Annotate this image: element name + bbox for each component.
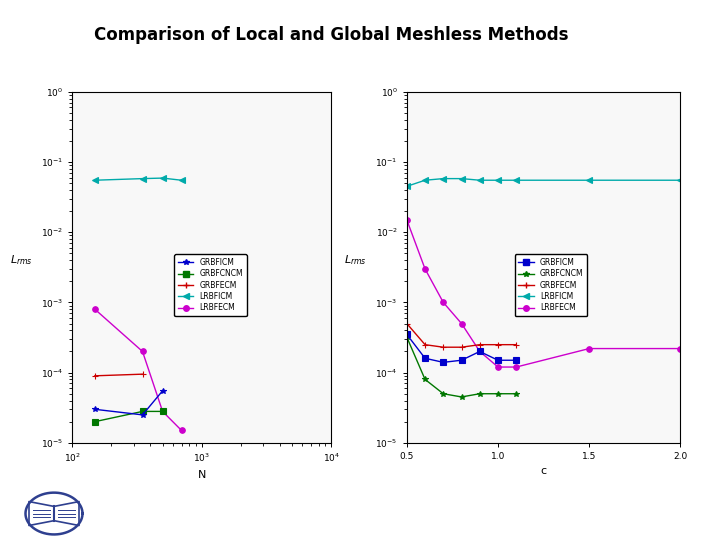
Legend: GRBFICM, GRBFCNCM, GRBFECM, LRBFICM, LRBFECM: GRBFICM, GRBFCNCM, GRBFECM, LRBFICM, LRB… — [174, 254, 247, 316]
Y-axis label: $L_{rms}$: $L_{rms}$ — [344, 253, 367, 267]
Y-axis label: $L_{rms}$: $L_{rms}$ — [9, 253, 32, 267]
X-axis label: c: c — [541, 467, 546, 476]
Legend: GRBFICM, GRBFCNCM, GRBFECM, LRBFICM, LRBFECM: GRBFICM, GRBFCNCM, GRBFECM, LRBFICM, LRB… — [515, 254, 588, 316]
Text: Comparison of Local and Global Meshless Methods: Comparison of Local and Global Meshless … — [94, 26, 568, 44]
X-axis label: N: N — [197, 470, 206, 480]
